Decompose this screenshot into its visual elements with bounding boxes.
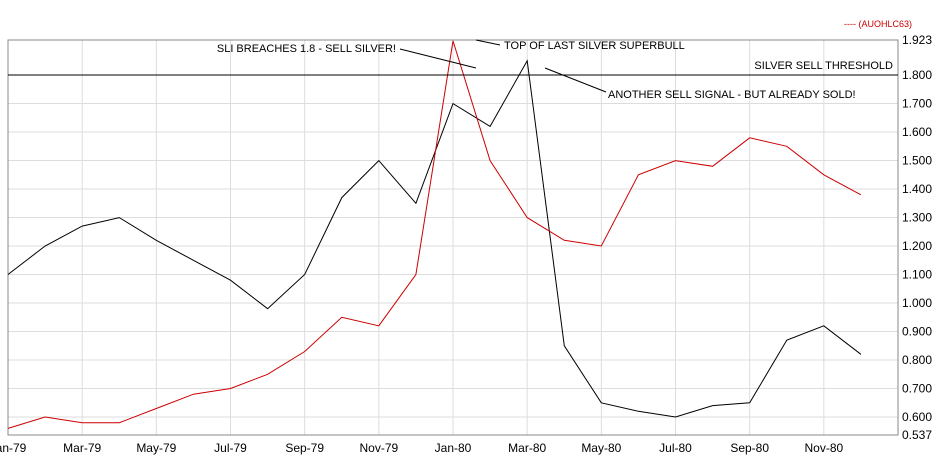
annotation-layer: SLI BREACHES 1.8 - SELL SILVER! TOP OF L…	[217, 39, 856, 101]
x-tick-label: Sep-80	[730, 441, 769, 455]
series-line-0	[7, 59, 862, 418]
x-tick-label: Jul-79	[214, 441, 247, 455]
y-tick-label: 1.500	[902, 154, 932, 168]
annotation-another-sell: ANOTHER SELL SIGNAL - BUT ALREADY SOLD!	[608, 89, 856, 101]
y-tick-label: 0.800	[902, 353, 932, 367]
x-tick-labels: Jan-79 Mar-79 May-79 Jul-79 Sep-79 Nov-79 Jan-…	[0, 441, 843, 455]
x-tick-label: Sep-79	[285, 441, 324, 455]
x-tick-label: Jan-80	[435, 441, 472, 455]
y-tick-label: 1.700	[902, 97, 932, 111]
x-tick-label: Jan-79	[0, 441, 27, 455]
legend-entry: ---- (AUOHLC63)	[844, 19, 912, 29]
annotation-leader-another-sell	[544, 67, 607, 93]
threshold-label: SILVER SELL THRESHOLD	[754, 60, 893, 72]
x-tick-label: Jul-80	[659, 441, 692, 455]
annotation-sli-breach: SLI BREACHES 1.8 - SELL SILVER!	[217, 43, 396, 55]
y-tick-labels: 1.923 1.800 1.700 1.600 1.500 1.400 1.300 1.200…	[902, 33, 932, 442]
x-tick-label: May-79	[136, 441, 176, 455]
y-tick-label: 1.200	[902, 239, 932, 253]
y-tick-label: 1.000	[902, 296, 932, 310]
x-tick-label: Mar-79	[63, 441, 101, 455]
y-tick-label: 0.600	[902, 410, 932, 424]
y-tick-label: 1.400	[902, 182, 932, 196]
x-tick-label: Nov-80	[804, 441, 843, 455]
y-tick-label: 1.600	[902, 125, 932, 139]
annotation-leader-sli-breach	[399, 48, 477, 69]
series-layer	[7, 40, 862, 429]
y-tick-label: 0.700	[902, 382, 932, 396]
x-tick-label: May-80	[581, 441, 621, 455]
annotation-leader-top	[475, 39, 501, 46]
plot-frame	[7, 39, 899, 436]
y-tick-label: 1.100	[902, 268, 932, 282]
y-tick-label: 1.800	[902, 68, 932, 82]
y-tick-label: 1.300	[902, 211, 932, 225]
vertical-gridlines	[7, 40, 825, 435]
y-tick-label: 1.923	[902, 33, 932, 47]
x-tick-label: Nov-79	[359, 441, 398, 455]
annotation-top-superbull: TOP OF LAST SILVER SUPERBULL	[504, 40, 685, 52]
series-line-1	[7, 40, 862, 429]
y-tick-label: 0.537	[902, 428, 932, 442]
x-tick-label: Mar-80	[508, 441, 546, 455]
y-tick-label: 0.900	[902, 325, 932, 339]
